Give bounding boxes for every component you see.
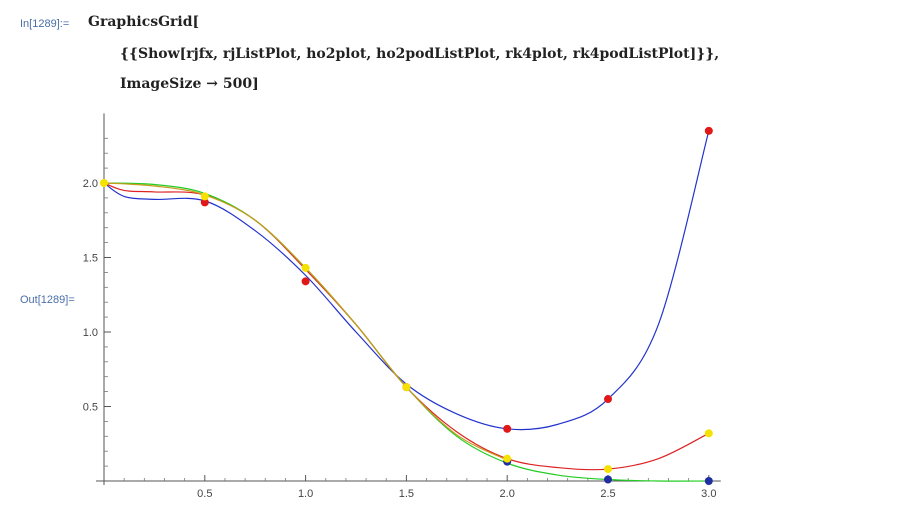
x-tick-label: 1.5 (399, 488, 414, 500)
x-tick-label: 0.5 (197, 488, 212, 500)
x-tick-label: 3.0 (701, 488, 716, 500)
x-tick-label: 2.5 (600, 488, 615, 500)
data-point-2 (402, 383, 411, 392)
data-point-2 (100, 179, 108, 187)
data-point-2 (503, 454, 512, 463)
data-point-0 (704, 477, 713, 485)
y-tick-label: 0.5 (83, 402, 98, 414)
y-tick-label: 1.0 (83, 327, 98, 339)
data-point-2 (704, 429, 713, 438)
series-line-2 (103, 182, 709, 482)
data-point-1 (503, 424, 512, 433)
code-line-1[interactable]: GraphicsGrid[ (88, 14, 200, 30)
data-point-1 (604, 395, 612, 404)
series-line-3 (103, 182, 508, 461)
y-tick-label: 1.5 (83, 253, 98, 265)
output-label: Out[1289]= (20, 294, 75, 306)
code-line-3[interactable]: ImageSize → 500] (120, 76, 259, 92)
data-point-2 (200, 192, 209, 201)
x-tick-label: 1.0 (298, 488, 313, 500)
y-tick-label: 2.0 (83, 178, 98, 190)
data-point-1 (704, 126, 713, 135)
data-point-1 (301, 277, 310, 286)
input-label: In[1289]:= (20, 18, 70, 30)
code-line-2[interactable]: {{Show[rjfx, rjListPlot, ho2plot, ho2pod… (120, 46, 720, 62)
data-point-2 (301, 263, 310, 272)
data-point-1 (200, 198, 209, 207)
series-line-0 (103, 130, 710, 431)
data-point-0 (604, 475, 612, 484)
x-tick-label: 2.0 (500, 488, 515, 500)
data-point-2 (604, 465, 612, 474)
series-line-1 (103, 182, 710, 471)
